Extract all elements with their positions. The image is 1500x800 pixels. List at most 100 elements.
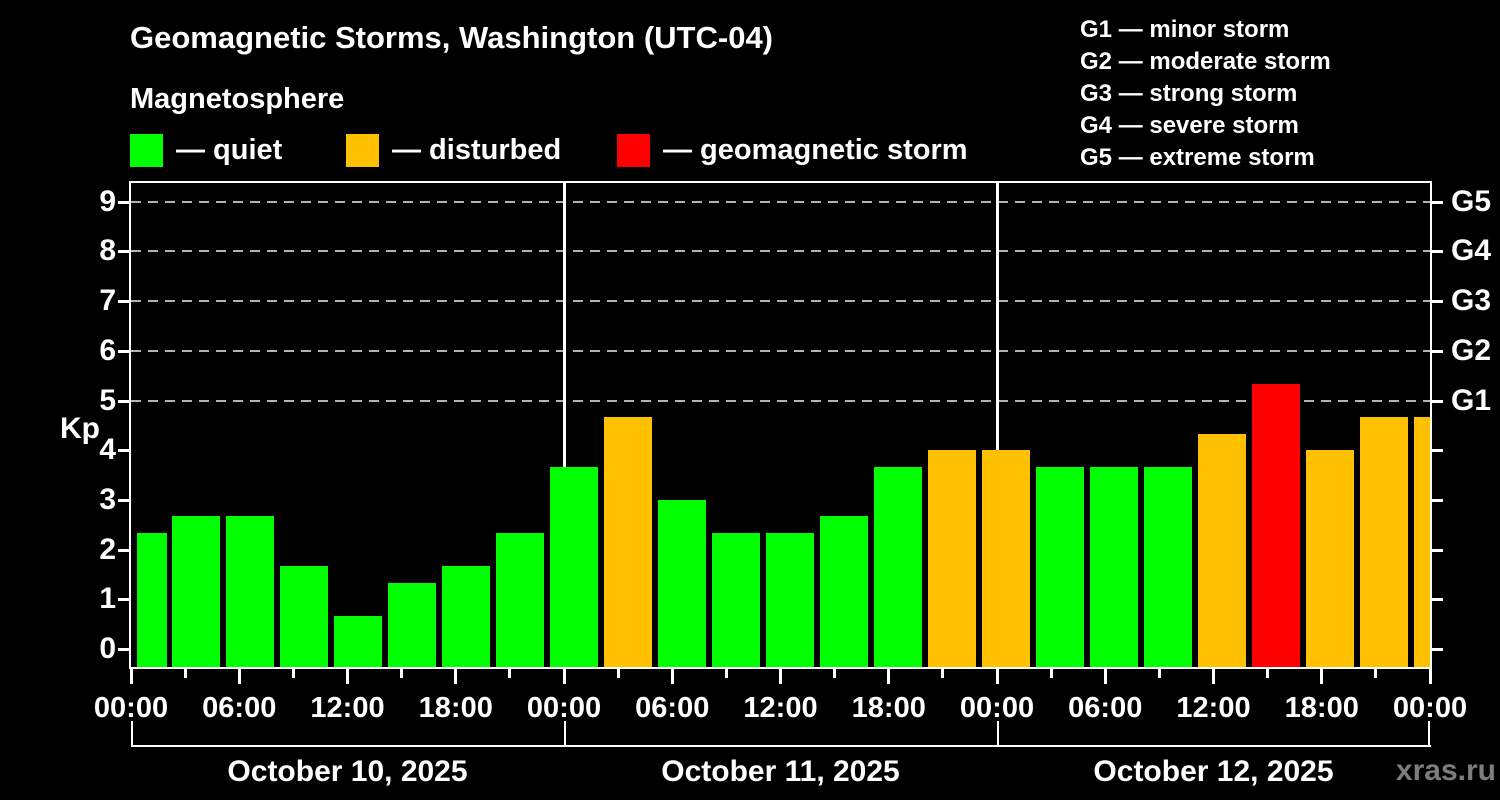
- y-axis-tick-right: [1430, 498, 1443, 502]
- kp-bar: [495, 533, 545, 667]
- time-label: 06:00: [1068, 692, 1143, 724]
- time-label: 00:00: [959, 692, 1035, 724]
- g-level-label: G1: [1451, 383, 1492, 417]
- y-tick-label: 3: [99, 482, 116, 516]
- plot-area: [129, 181, 1432, 669]
- x-axis-tick: [941, 669, 945, 678]
- storm-scale-line-g1: G1 — minor storm: [1080, 16, 1290, 43]
- storm-scale-line-g5: G5 — extreme storm: [1080, 144, 1315, 171]
- y-axis-tick-right: [1430, 200, 1443, 204]
- time-label: 12:00: [743, 692, 818, 724]
- kp-bar: [136, 533, 167, 667]
- quiet-swatch-icon: [130, 134, 163, 167]
- day-divider: [562, 183, 566, 667]
- g-level-label: G4: [1451, 234, 1492, 268]
- y-tick-label: 6: [99, 333, 116, 367]
- chart-title: Geomagnetic Storms, Washington (UTC-04): [130, 20, 774, 55]
- time-label: 18:00: [1284, 692, 1359, 724]
- y-axis-tick: [118, 250, 131, 254]
- kp-bar: [225, 516, 275, 667]
- date-label: October 12, 2025: [1093, 755, 1334, 788]
- y-axis-tick-right: [1430, 598, 1443, 602]
- kp-axis-label: Kp: [60, 412, 100, 445]
- y-tick-label: 9: [99, 184, 116, 218]
- date-bracket-tick: [1428, 721, 1430, 747]
- kp-bar: [873, 466, 923, 667]
- legend-label-quiet: — quiet: [176, 134, 283, 166]
- time-label: 00:00: [1392, 692, 1468, 724]
- x-axis-tick: [1428, 669, 1432, 684]
- x-axis-tick: [724, 669, 728, 678]
- date-bracket-tick: [997, 721, 999, 747]
- kp-bar: [333, 615, 383, 667]
- x-axis-tick: [508, 669, 512, 678]
- time-label: 18:00: [851, 692, 926, 724]
- x-axis-tick: [183, 669, 187, 678]
- kp-bar: [603, 416, 653, 667]
- date-label: October 11, 2025: [661, 755, 900, 788]
- g-level-label: G2: [1451, 333, 1492, 367]
- y-axis-tick: [118, 349, 131, 353]
- y-tick-label: 8: [99, 234, 116, 268]
- date-bracket-tick: [131, 721, 133, 747]
- legend-label-geomagnetic-storm: — geomagnetic storm: [663, 134, 968, 166]
- kp-bar: [1035, 466, 1085, 667]
- y-axis-tick: [118, 548, 131, 552]
- x-axis-tick: [454, 669, 458, 684]
- time-label: 06:00: [635, 692, 710, 724]
- x-axis-tick: [1049, 669, 1053, 678]
- x-axis-tick: [995, 669, 999, 684]
- y-tick-label: 1: [99, 582, 116, 616]
- legend-label-disturbed: — disturbed: [392, 134, 562, 166]
- y-axis-tick-right: [1430, 648, 1443, 651]
- kp-bar: [1359, 416, 1409, 667]
- y-axis-tick: [118, 598, 131, 602]
- y-axis-tick: [118, 200, 131, 204]
- x-axis-tick: [1103, 669, 1107, 684]
- y-tick-label: 5: [99, 383, 116, 417]
- kp-bar: [279, 566, 329, 667]
- grid-line-kp6: [131, 349, 1430, 352]
- time-label: 06:00: [202, 692, 277, 724]
- date-bracket-line: [131, 745, 1431, 747]
- kp-bar: [387, 582, 437, 667]
- kp-bar: [927, 450, 977, 667]
- grid-line-kp5: [131, 399, 1430, 402]
- kp-bar: [1143, 466, 1193, 667]
- y-tick-label: 7: [99, 284, 116, 318]
- y-tick-label: 0: [99, 632, 116, 665]
- x-axis-tick: [1212, 669, 1215, 684]
- y-axis-tick: [118, 498, 131, 502]
- kp-bar: [549, 466, 599, 667]
- y-axis-tick: [118, 648, 131, 651]
- storm-swatch-icon: [617, 134, 650, 167]
- x-axis-tick: [400, 669, 404, 678]
- x-axis-tick: [1374, 669, 1378, 678]
- y-axis-tick: [118, 300, 131, 304]
- grid-line-kp9: [131, 200, 1430, 203]
- y-axis-tick-right: [1430, 449, 1443, 453]
- y-axis-tick-right: [1430, 548, 1443, 552]
- time-label: 00:00: [93, 692, 169, 724]
- kp-bar: [1251, 384, 1301, 667]
- kp-bar: [711, 533, 761, 667]
- grid-line-kp7: [131, 300, 1430, 303]
- watermark: xras.ru: [1395, 754, 1496, 787]
- y-tick-label: 4: [99, 433, 116, 467]
- x-axis-tick: [833, 669, 837, 678]
- y-tick-label: 2: [99, 532, 116, 566]
- time-label: 18:00: [418, 692, 493, 724]
- kp-bar: [1089, 466, 1139, 667]
- kp-bar: [657, 499, 707, 667]
- storm-scale-line-g3: G3 — strong storm: [1080, 80, 1298, 107]
- kp-bar: [441, 566, 491, 667]
- kp-bar: [981, 450, 1031, 667]
- x-axis-tick: [1157, 669, 1161, 678]
- y-axis-tick-right: [1430, 300, 1443, 304]
- kp-bar: [1413, 416, 1430, 667]
- x-axis-tick: [562, 669, 566, 684]
- g-level-label: G3: [1451, 284, 1492, 318]
- grid-line-kp8: [131, 250, 1430, 253]
- x-axis-tick: [616, 669, 620, 678]
